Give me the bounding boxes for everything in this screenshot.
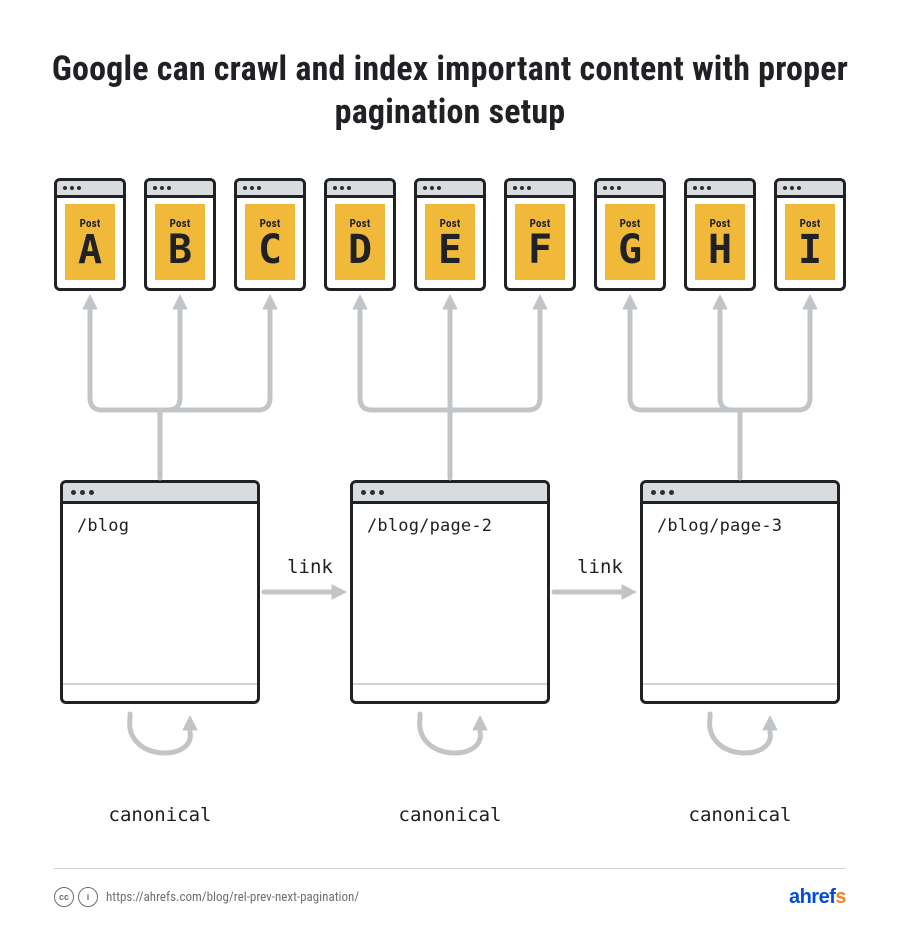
- titlebar: [327, 181, 393, 198]
- post-window: PostI: [774, 178, 846, 291]
- post-window: PostE: [414, 178, 486, 291]
- page-url: /blog/page-2: [367, 516, 533, 536]
- canonical-label-1: canonical: [90, 804, 230, 826]
- titlebar: [147, 181, 213, 198]
- titlebar: [643, 483, 837, 504]
- cc-license-icon: cc i: [54, 887, 98, 907]
- titlebar: [353, 483, 547, 504]
- footer-url: https://ahrefs.com/blog/rel-prev-next-pa…: [106, 890, 359, 905]
- titlebar: [597, 181, 663, 198]
- titlebar: [57, 181, 123, 198]
- arrows-layer: [0, 0, 900, 941]
- post-letter: D: [348, 230, 372, 270]
- link-label-2: link: [570, 556, 630, 578]
- post-letter: C: [258, 230, 282, 270]
- posts-row: PostAPostBPostCPostDPostEPostFPostGPostH…: [54, 178, 846, 291]
- canonical-label-2: canonical: [380, 804, 520, 826]
- canonical-label-3: canonical: [670, 804, 810, 826]
- page-window: /blog: [60, 480, 260, 704]
- post-letter: A: [78, 230, 102, 270]
- brand-logo: ahrefs: [789, 886, 846, 909]
- post-window: PostC: [234, 178, 306, 291]
- titlebar: [63, 483, 257, 504]
- page-divider: [63, 683, 257, 685]
- page-divider: [353, 683, 547, 685]
- page-divider: [643, 683, 837, 685]
- post-letter: I: [798, 230, 822, 270]
- post-window: PostF: [504, 178, 576, 291]
- page-url: /blog/page-3: [657, 516, 823, 536]
- page-window: /blog/page-3: [640, 480, 840, 704]
- link-label-1: link: [280, 556, 340, 578]
- page-url: /blog: [77, 516, 243, 536]
- titlebar: [687, 181, 753, 198]
- page-window: /blog/page-2: [350, 480, 550, 704]
- post-letter: B: [168, 230, 192, 270]
- titlebar: [417, 181, 483, 198]
- post-window: PostH: [684, 178, 756, 291]
- post-letter: G: [618, 230, 642, 270]
- titlebar: [777, 181, 843, 198]
- post-letter: E: [438, 230, 462, 270]
- post-window: PostA: [54, 178, 126, 291]
- post-window: PostB: [144, 178, 216, 291]
- post-window: PostG: [594, 178, 666, 291]
- titlebar: [507, 181, 573, 198]
- post-letter: H: [708, 230, 732, 270]
- titlebar: [237, 181, 303, 198]
- post-letter: F: [528, 230, 552, 270]
- footer: cc i https://ahrefs.com/blog/rel-prev-ne…: [54, 868, 846, 911]
- post-window: PostD: [324, 178, 396, 291]
- page-title: Google can crawl and index important con…: [0, 48, 900, 133]
